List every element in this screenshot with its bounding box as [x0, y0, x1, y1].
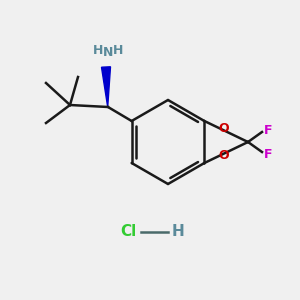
Text: F: F: [264, 148, 272, 160]
Text: N: N: [103, 46, 113, 59]
Text: Cl: Cl: [120, 224, 136, 239]
Polygon shape: [101, 67, 110, 107]
Text: O: O: [219, 122, 230, 135]
Text: H: H: [172, 224, 184, 239]
Text: H: H: [113, 44, 123, 56]
Text: F: F: [264, 124, 272, 136]
Text: O: O: [219, 149, 230, 162]
Text: H: H: [93, 44, 103, 56]
